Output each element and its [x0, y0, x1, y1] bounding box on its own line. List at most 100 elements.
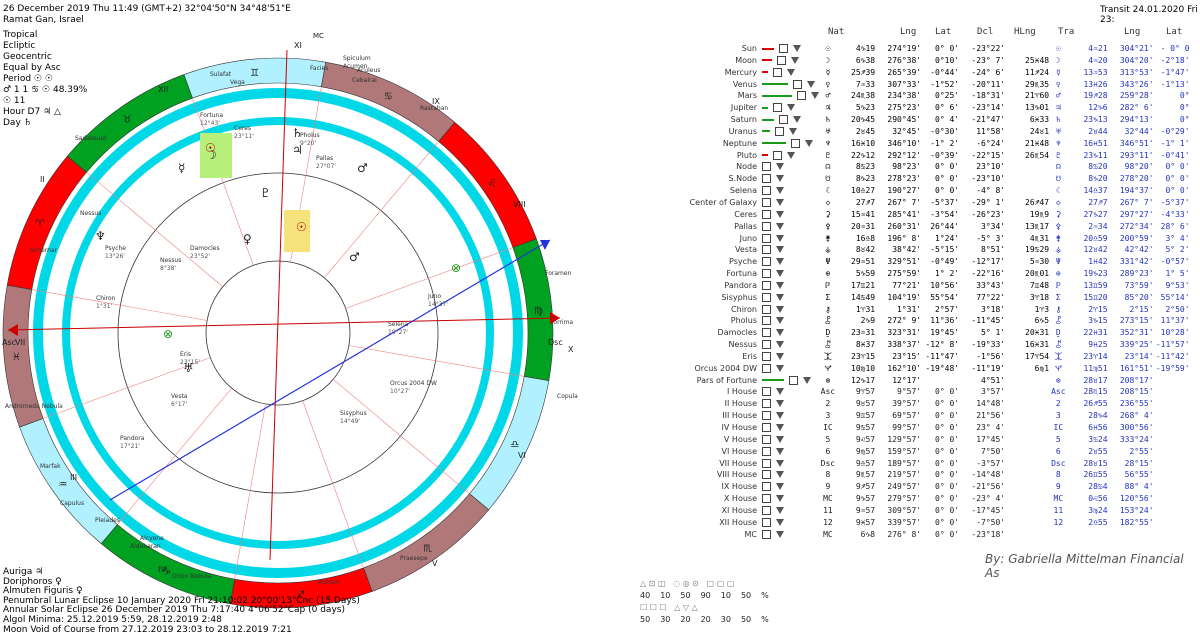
header-line-5: Geocentric	[3, 52, 52, 62]
cell-sym: ⚵	[824, 233, 831, 243]
cell-hlng: 16♓31	[1025, 340, 1050, 350]
cell-tabs: 200°59'	[1119, 233, 1154, 243]
cell-lat: 0° 0'	[935, 505, 960, 515]
asc-label: Asc	[2, 338, 16, 347]
cell-icon	[761, 398, 820, 410]
cell-tlat: 0°	[1179, 103, 1190, 113]
planet-row[interactable]: Pandora ℙ 17♊21 77°21' 10°56' 33°43' 7♊48 ℙ 13♊…	[660, 280, 1191, 292]
cell-lng: 24♏38	[851, 91, 876, 101]
planet-row[interactable]: Center of Galaxy ◇ 27♐7 267° 7' -5°37' -29° …	[660, 197, 1191, 209]
house-cusp-line	[332, 379, 470, 494]
planet-row[interactable]: Nessus ⯜ 8♓37 338°37' -12° 8' -19°33' 16♓31 ⯜ 9…	[660, 339, 1191, 351]
planet-row[interactable]: XI House 11 9♒57 309°57' 0° 0' -17°45' 11 3♍24…	[660, 505, 1191, 517]
cell-tsym: ⯰	[1054, 351, 1063, 361]
zodiac-sign-segment	[183, 57, 327, 99]
cell-lng: 9♑57	[855, 494, 876, 504]
planet-row[interactable]: Juno ⚵ 16♎8 196° 8' 1°24' -5° 3' 4♏31 ⚵ 20♎59 20…	[660, 233, 1191, 245]
cell-icon	[761, 493, 820, 505]
planet-row[interactable]: Chiron ⚷ 1♈31 1°31' 2°57' 3°18' 1♈3 ⚷ 2♈15 2°15'…	[660, 304, 1191, 316]
planet-row[interactable]: VII House Dsc 9♎57 189°57' 0° 0' -3°57' Dsc 28…	[660, 458, 1191, 470]
fixed-star-label: Praesepe	[400, 555, 428, 562]
planet-row[interactable]: X House MC 9♑57 279°57' 0° 0' -23° 4' MC 0♌56 1…	[660, 493, 1191, 505]
planet-row[interactable]: II House 2 9♉57 39°57' 0° 0' 14°48' 2 26♐55 236…	[660, 398, 1191, 410]
cell-tabs: 236°55'	[1119, 399, 1154, 409]
cell-hlng	[1006, 185, 1050, 197]
planet-row[interactable]: Pars of Fortune ⊗ 12♑17 12°17' 4°51' ⊗ 28♉17 2…	[660, 375, 1191, 387]
cell-hlng	[1006, 493, 1050, 505]
fixed-star-label: Facies	[310, 65, 328, 72]
planet-row[interactable]: I House Asc 9♈57 9°57' 0° 0' 3°57' Asc 28♏15 20…	[660, 386, 1191, 398]
cell-name: Neptune	[722, 138, 757, 148]
planet-row[interactable]: Saturn ♄ 20♑45 290°45' 0° 4' -21°47' 6♓33 ♄ 23♑…	[660, 114, 1191, 126]
cell-lng: 16♓10	[851, 138, 876, 148]
cell-tsym: ☾	[1055, 186, 1061, 196]
planet-row[interactable]: Sisyphus Σ 14♋49 104°19' 55°54' 77°22' 3♈18 Σ 1…	[660, 292, 1191, 304]
zodiac-sign-segment	[512, 238, 554, 382]
planet-row[interactable]: Sun ☉ 4♑19 274°19' 0° 0' -23°22' ☉ 4♒21 304°21'…	[660, 43, 1191, 55]
stat-value: 40	[640, 591, 651, 600]
cell-lng: 16♎8	[855, 233, 876, 243]
planet-row[interactable]: VI House 6 9♍57 159°57' 0° 0' 7°50' 6 2♉55 2°55…	[660, 446, 1191, 458]
planet-row[interactable]: Venus ♀ 7♒33 307°33' -1°52' -20°11' 29♏35 ♀ 13♓…	[660, 79, 1191, 91]
cell-tlng: 13♓26	[1083, 79, 1108, 89]
header-line-8: ♂ 1 1 ♋ ☉ 48.39%	[3, 85, 88, 95]
planet-row[interactable]: Pholus ⯛ 2♑9 272° 9' 11°36' -11°45' 6♑5 ⯛ 3♑15 2…	[660, 315, 1191, 327]
planet-row[interactable]: Pallas ⚴ 20♒31 260°31' 26°44' 3°34' 13♏17 ⚴ 2♒3…	[660, 221, 1191, 233]
planet-row[interactable]: Moon ☽ 6♑38 276°38' 0°10' -23° 7' 25♓48 ☽ 4♒20 3…	[660, 55, 1191, 67]
planet-row[interactable]: MC MC 6♑8 276° 8' 0° 0' -23°18'	[660, 529, 1191, 541]
cell-sym: ⯛	[825, 316, 831, 326]
cell-tlat: -0°29'	[1160, 126, 1190, 136]
cell-tlng: 27♑27	[1083, 209, 1108, 219]
cell-tlng: 8♑20	[1088, 174, 1108, 184]
cell-tlng: 3♍24	[1088, 505, 1108, 515]
header-line-2: Ramat Gan, Israel	[3, 15, 84, 25]
planet-row[interactable]: Selena ☾ 10♎27 190°27' 0° 0' -4° 8' ☾ 14♎37 194…	[660, 185, 1191, 197]
planet-row[interactable]: IX House 9 9♐57 249°57' 0° 0' -21°56' 9 28♋4 88…	[660, 481, 1191, 493]
planet-row[interactable]: Psyche Ψ 29♒51 329°51' -0°49' -12°17' 5♒30 Ψ 1♓…	[660, 256, 1191, 268]
cell-abs: 189°57'	[887, 458, 922, 468]
planet-row[interactable]: Uranus ♅ 2♉45 32°45' -0°30' 11°58' 24♉1 ♅ 2♉44 3…	[660, 126, 1191, 138]
house-cusp-line	[348, 345, 525, 377]
planet-row[interactable]: Fortuna ⊕ 5♑59 275°59' 1° 2' -22°16' 20♏01 ⊕ 19…	[660, 268, 1191, 280]
inner-point-label: Selena	[388, 321, 409, 328]
cell-lng: 9♍57	[855, 446, 876, 456]
cell-lat: -0°44'	[930, 67, 960, 77]
planet-row[interactable]: V House 5 9♌57 129°57' 0° 0' 17°45' 5 3♋24 333°…	[660, 434, 1191, 446]
planet-row[interactable]: IV House IC 9♋57 99°57' 0° 0' 23° 4' IC 6♓56 30…	[660, 422, 1191, 434]
planet-row[interactable]: XII House 12 9♓57 339°57' 0° 0' -7°50' 12 2♎55…	[660, 517, 1191, 529]
planet-row[interactable]: S.Node ☋ 8♑23 278°23' 0° 0' -23°10' ☋ 8♑20 278°…	[660, 173, 1191, 185]
cell-name: II House	[724, 399, 757, 409]
planet-row[interactable]: Damocles Ḏ 23♒31 323°31' 19°45' 5° 1' 20♓31 Ḏ 2…	[660, 327, 1191, 339]
cell-tabs: 161°51'	[1119, 363, 1154, 373]
outer-cyan-ring	[33, 88, 523, 578]
cell-hlng	[1006, 173, 1050, 185]
planet-row[interactable]: Mercury ☿ 25♐39 265°39' -0°44' -24° 6' 11♐24 ☿…	[660, 67, 1191, 79]
cell-tlng: 22♓31	[1083, 328, 1108, 338]
zodiac-glyph-icon: ♋	[384, 92, 393, 103]
planet-row[interactable]: Node ☊ 8♋23 98°23' 0° 0' 23°10' ☊ 8♋20 98°20' 0°…	[660, 161, 1191, 173]
cell-hlng: 29♏35	[1025, 79, 1050, 89]
planet-row[interactable]: Mars ♂ 24♏38 234°38' 0°25' -18°31' 21♈60 ♂ 19♐2…	[660, 90, 1191, 102]
planet-row[interactable]: III House 3 9♊57 69°57' 0° 0' 21°56' 3 28♑4 268…	[660, 410, 1191, 422]
planet-row[interactable]: Eris ⯰ 23♈15 23°15' -11°47' -1°56' 17♈54 ⯰ 23♈1…	[660, 351, 1191, 363]
planet-row[interactable]: Pluto ♇ 22♑12 292°12' -0°39' -22°15' 26♏54 ♇ 23…	[660, 150, 1191, 162]
header-line-7: Period ☉ ☉	[3, 74, 53, 84]
planet-row[interactable]: Neptune ♆ 16♓10 346°10' -1° 2' -6°24' 21♓48 ♆ 1…	[660, 138, 1191, 150]
cell-tabs: 346°51'	[1119, 138, 1154, 148]
highlight-box-yellow	[284, 210, 310, 252]
cell-hlng	[1006, 458, 1050, 470]
planet-row[interactable]: Jupiter ♃ 5♑23 275°23' 0° 6' -23°14' 13♑01 ♃ 12…	[660, 102, 1191, 114]
cell-sym: ⚳	[824, 209, 831, 219]
planet-row[interactable]: Ceres ⚳ 15♒41 285°41' -3°54' -26°23' 19♏9 ⚳ 27♑…	[660, 209, 1191, 221]
planet-row[interactable]: Orcus 2004 DW 🝤 10♍10 162°10' -19°48' -11°19…	[660, 363, 1191, 375]
cell-dcl: -23°18'	[971, 529, 1006, 539]
element-stats: △ ⊡ ◫ ◌ ◎ ⊙ ▢ ▢ ▢ 40 10 50 90 10 50% ☐ ☐ ☐ △ …	[640, 579, 769, 624]
planet-row[interactable]: Vesta ⚶ 8♉42 38°42' -5°15' 8°51' 19♋29 ⚶ 12♉42 4…	[660, 244, 1191, 256]
cell-sym: ⯰	[823, 351, 832, 361]
house-cusp-line	[302, 400, 364, 569]
cell-lat: 0° 0'	[935, 186, 960, 196]
planet-row[interactable]: VIII House 8 9♏57 219°57' 0° 0' -14°48' 8 26♊5…	[660, 469, 1191, 481]
cell-tlng: 2♉55	[1088, 446, 1108, 456]
cell-dcl: 14°48'	[976, 399, 1006, 409]
house-cusp-line	[86, 172, 224, 287]
